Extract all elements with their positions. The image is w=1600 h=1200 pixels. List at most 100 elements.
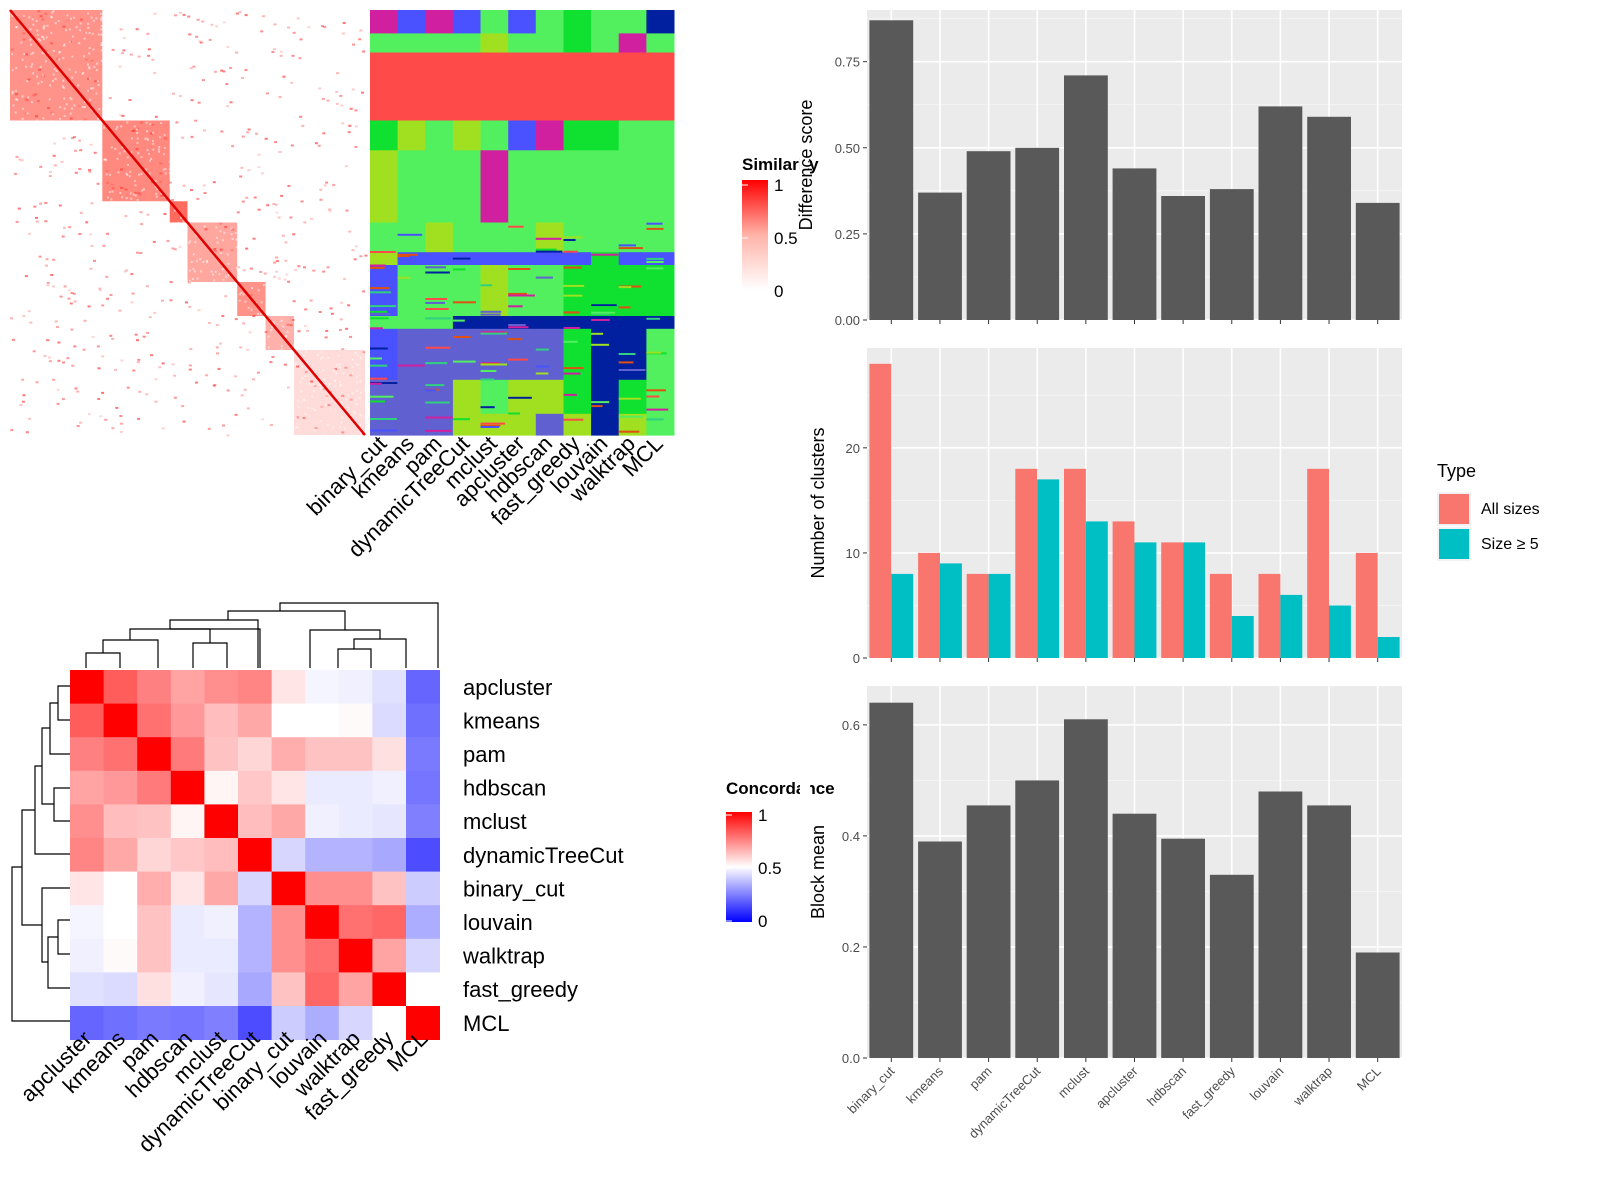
similarity-speckle <box>96 345 100 348</box>
similarity-speckle <box>121 114 125 117</box>
membership-stripe <box>480 426 500 428</box>
similarity-noise <box>351 365 354 368</box>
similarity-speckle <box>317 144 321 147</box>
similarity-noise <box>103 126 105 129</box>
similarity-legend-ticks: 10.50 <box>742 176 798 301</box>
membership-segment <box>591 120 620 151</box>
similarity-noise <box>219 230 222 233</box>
similarity-speckle <box>309 299 313 302</box>
concordance-row-label: binary_cut <box>463 876 565 901</box>
similarity-diagonal <box>9 9 366 436</box>
similarity-noise <box>121 196 124 199</box>
similarity-noise <box>285 335 288 338</box>
similarity-noise <box>180 217 183 219</box>
similarity-noise <box>308 382 311 385</box>
similarity-noise <box>347 394 349 397</box>
similarity-speckle <box>66 357 70 360</box>
similarity-speckle <box>10 317 14 320</box>
similarity-speckle <box>169 181 172 184</box>
membership-segment <box>535 33 564 53</box>
membership-segment <box>480 328 509 381</box>
similarity-speckle <box>314 427 318 430</box>
concordance-cell <box>372 770 407 805</box>
membership-segment <box>563 52 592 121</box>
similarity-speckle <box>335 91 339 93</box>
concordance-cell <box>305 804 340 839</box>
membership-segment <box>370 150 399 224</box>
similarity-noise <box>85 31 88 34</box>
similarity-noise <box>99 12 102 15</box>
similarity-speckle <box>189 67 193 70</box>
x-tick-label: kmeans <box>903 1063 946 1106</box>
similarity-noise <box>149 123 152 126</box>
membership-stripe <box>508 324 526 326</box>
similarity-speckle <box>266 204 270 207</box>
similarity-speckle <box>71 364 75 367</box>
similarity-noise <box>213 279 216 282</box>
concordance-heatmap: apcluster kmeans pam hdbscan mclust dynamicTr… <box>11 602 624 1157</box>
similarity-noise <box>69 112 72 115</box>
similarity-speckle <box>145 285 149 288</box>
similarity-speckle <box>67 289 71 292</box>
similarity-speckle <box>222 70 226 73</box>
bar <box>1307 805 1351 1058</box>
similarity-speckle <box>181 405 185 408</box>
similarity-speckle <box>53 164 57 167</box>
membership-stripe <box>508 416 521 419</box>
similarity-speckle <box>119 114 123 117</box>
similarity-speckle <box>252 237 256 240</box>
similarity-noise <box>203 225 206 228</box>
similarity-noise <box>100 33 103 36</box>
membership-stripe <box>563 311 580 314</box>
membership-segment <box>563 265 592 317</box>
similarity-noise <box>282 325 285 328</box>
membership-segment <box>591 33 620 53</box>
similarity-speckle <box>109 334 113 337</box>
similarity-speckle <box>279 54 283 57</box>
similarity-speckle <box>122 49 126 52</box>
similarity-noise <box>25 65 28 68</box>
similarity-noise <box>32 72 35 75</box>
membership-stripe <box>618 397 641 400</box>
membership-stripe <box>452 336 471 338</box>
membership-stripe <box>563 418 584 421</box>
similarity-noise <box>192 253 195 256</box>
similarity-speckle <box>294 269 297 271</box>
y-tick-label: 20 <box>846 441 860 456</box>
membership-segment <box>591 379 620 415</box>
concordance-cell <box>305 1006 340 1040</box>
similarity-noise <box>354 398 357 401</box>
similarity-noise <box>343 427 346 430</box>
similarity-noise <box>49 84 52 87</box>
membership-stripe <box>618 415 643 418</box>
similarity-noise <box>100 49 103 52</box>
similarity-speckle <box>114 368 117 371</box>
concordance-cell <box>406 871 440 906</box>
similarity-speckle <box>221 315 225 317</box>
legend-clip-1 <box>800 140 808 310</box>
similarity-noise <box>145 168 148 171</box>
similarity-noise <box>129 192 132 195</box>
membership-segment <box>397 379 426 415</box>
membership-segment <box>425 252 454 266</box>
x-tick-label: MCL <box>1354 1064 1384 1094</box>
similarity-speckle <box>93 259 96 262</box>
membership-segment <box>563 252 592 266</box>
similarity-speckle <box>230 249 234 252</box>
similarity-speckle <box>132 369 136 372</box>
membership-segment <box>563 120 592 151</box>
similarity-speckle <box>323 26 327 28</box>
similarity-noise <box>339 366 342 369</box>
similarity-noise <box>173 209 176 212</box>
membership-segment <box>397 265 426 317</box>
similarity-speckle <box>170 199 174 201</box>
concordance-cell <box>137 737 172 772</box>
similarity-noise <box>351 372 354 375</box>
similarity-noise <box>240 291 243 294</box>
similarity-noise <box>15 98 17 101</box>
similarity-speckle <box>239 175 243 178</box>
similarity-speckle <box>74 149 77 152</box>
difference-score-bar-chart: 0.00 0.25 0.50 0.75 Difference score <box>796 10 1402 328</box>
membership-segment <box>618 379 647 415</box>
membership-stripe <box>480 424 501 427</box>
